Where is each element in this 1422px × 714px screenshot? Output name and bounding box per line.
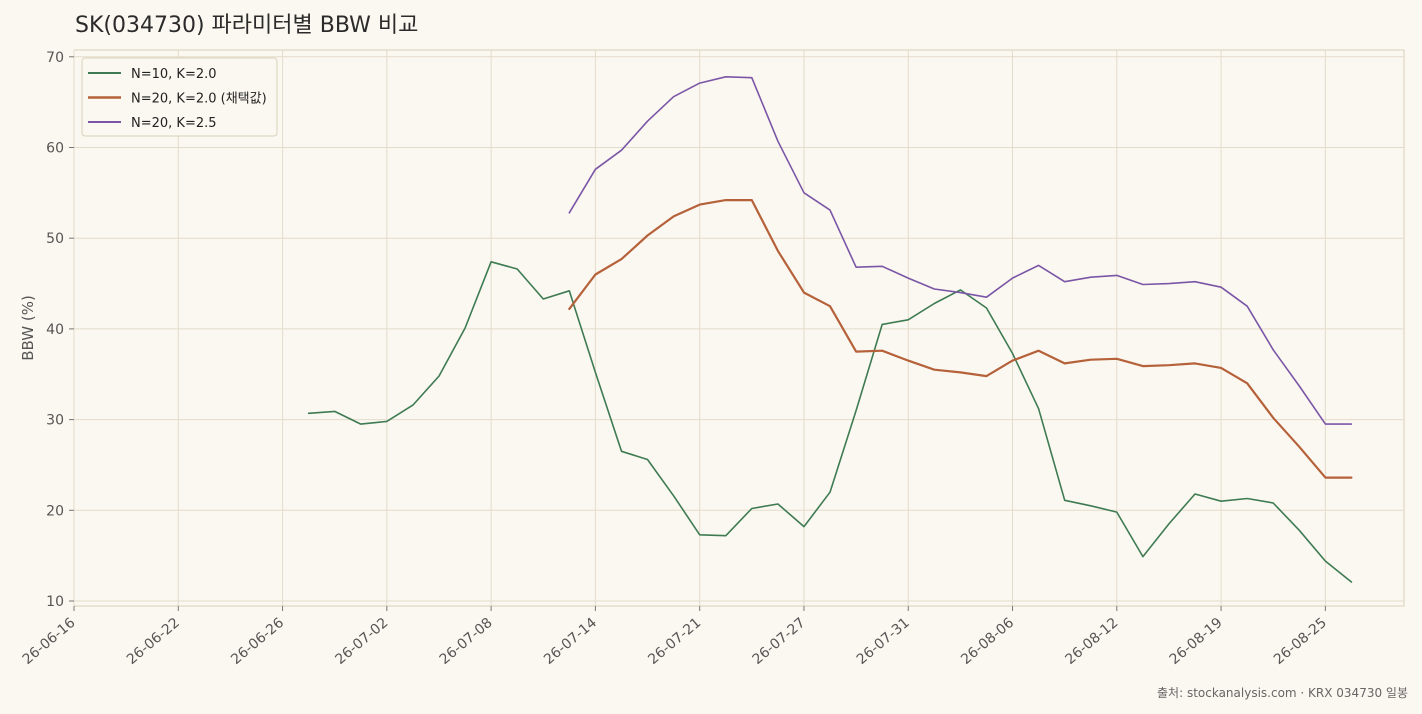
source-note: 출처: stockanalysis.com · KRX 034730 일봉 (1157, 686, 1408, 700)
y-axis-label: BBW (%) (19, 295, 37, 361)
series-lines (307, 76, 1353, 583)
x-tick-label: 26-08-19 (1167, 615, 1226, 668)
legend-box (81, 57, 278, 137)
chart-title: SK(034730) 파라미터별 BBW 비교 (75, 13, 418, 38)
series-line-2 (568, 199, 1353, 479)
legend-label-3: N=20, K=2.5 (131, 116, 217, 131)
x-tick-label: 26-07-08 (437, 615, 496, 668)
x-tick-label: 26-07-14 (541, 615, 600, 668)
x-tick-label: 26-07-02 (332, 615, 391, 668)
y-tick-label: 40 (46, 322, 64, 338)
plot-area (73, 49, 1405, 607)
legend: N=10, K=2.0 N=20, K=2.0 (채택값) N=20, K=2.5 (81, 57, 278, 137)
y-tick-label: 60 (46, 141, 64, 157)
series-line-1 (307, 261, 1353, 583)
x-tick-label: 26-08-12 (1062, 615, 1121, 668)
x-tick-label: 26-07-31 (854, 615, 913, 668)
x-tick-label: 26-07-21 (645, 615, 704, 668)
y-tick-label: 10 (46, 594, 64, 610)
x-tick-label: 26-08-25 (1271, 615, 1330, 668)
y-tick-label: 30 (46, 413, 64, 429)
series-line-3 (568, 76, 1353, 425)
y-tick-label: 50 (46, 231, 64, 247)
legend-label-2: N=20, K=2.0 (채택값) (131, 92, 267, 107)
x-tick-label: 26-06-26 (228, 615, 287, 668)
y-tick-label: 70 (46, 50, 64, 66)
x-tick-label: 26-06-16 (20, 615, 79, 668)
grid (73, 50, 1404, 606)
x-tick-label: 26-08-06 (958, 615, 1017, 668)
legend-label-1: N=10, K=2.0 (131, 67, 217, 82)
x-tick-label: 26-07-27 (750, 615, 809, 668)
y-tick-label: 20 (46, 503, 64, 519)
x-tick-label: 26-06-22 (124, 615, 183, 668)
